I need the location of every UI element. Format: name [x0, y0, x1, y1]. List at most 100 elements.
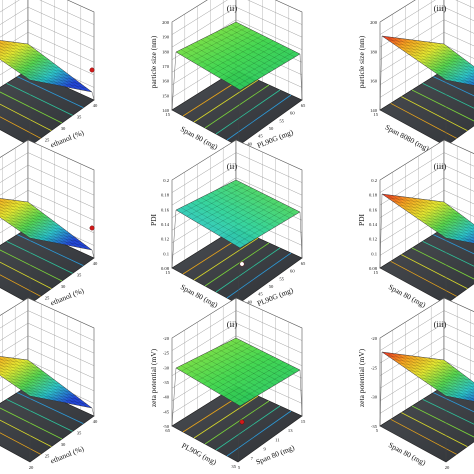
- panel-label: (ii): [227, 161, 238, 171]
- response-surface: [379, 35, 474, 146]
- z-tick-label: 0.2: [371, 178, 377, 183]
- y-tick-label: 15: [373, 270, 378, 275]
- z-tick-label: -40: [163, 395, 170, 400]
- panel-label: (iii): [434, 319, 447, 329]
- response-surface: [171, 21, 303, 147]
- z-tick-label: -50: [163, 424, 170, 429]
- y-tick-label: 35: [231, 464, 236, 469]
- x-tick-label: 40: [93, 103, 98, 108]
- x-tick-label: 30: [61, 284, 66, 289]
- x-tick-label: 25: [45, 454, 50, 459]
- panel-r3c1: 20 25 30 35 40 ethanol (%): [0, 297, 98, 470]
- x-axis-label: PL90G (mg): [256, 285, 295, 308]
- z-tick-label: 0.08: [369, 266, 378, 271]
- panel-r3c2: (ii) -20 -25 -30 -35 -40 -45 -50 zeta potential …: [149, 297, 306, 470]
- z-tick-label: 200: [162, 20, 170, 25]
- x-tick-label: 25: [45, 138, 50, 143]
- panel-label: (ii): [227, 3, 238, 13]
- contour-floor: [0, 385, 95, 463]
- response-surface: [171, 337, 303, 463]
- x-tick-label: 15: [301, 419, 306, 424]
- x-tick-label: 13: [288, 428, 293, 433]
- panel-label: (ii): [227, 319, 238, 329]
- panel-r1c2: (ii) 200 190 180 170 160 150 140 particle size (…: [149, 0, 306, 154]
- x-tick-label: 45: [258, 292, 263, 297]
- contour-floor: [171, 385, 303, 463]
- z-tick-label: 0.18: [161, 193, 170, 198]
- x-tick-label: 40: [93, 261, 98, 266]
- x-tick-label: 55: [279, 276, 284, 281]
- z-tick-label: 0.12: [369, 237, 378, 242]
- z-tick-label: -25: [371, 365, 378, 370]
- response-surface: [0, 198, 95, 304]
- z-tick-label: 200: [370, 20, 378, 25]
- x-axis-label: ethanol (%): [49, 286, 85, 308]
- z-tick-label: 180: [370, 49, 378, 54]
- z-tick-label: 0.14: [369, 222, 378, 227]
- z-tick-label: -20: [371, 336, 378, 341]
- panel-label: (iii): [434, 3, 447, 13]
- y-tick-label: 15: [165, 270, 170, 275]
- z-tick-label: 0.1: [163, 251, 169, 256]
- contour-floor: [0, 69, 95, 147]
- z-axis-label: particle size (nm): [149, 35, 158, 88]
- z-tick-label: -45: [163, 409, 170, 414]
- z-axis-label: zeta potential (mV): [357, 348, 366, 407]
- z-tick-label: -20: [163, 336, 170, 341]
- z-tick-label: 0.1: [371, 251, 377, 256]
- z-tick-label: -30: [163, 365, 170, 370]
- z-tick-label: 180: [162, 49, 170, 54]
- z-tick-label: 0.16: [369, 207, 378, 212]
- z-axis-label: PDI: [149, 213, 158, 226]
- x-tick-label: 35: [77, 273, 82, 278]
- response-surface: [379, 351, 474, 462]
- panel-r2c2: (ii)0.20.180.160.140.120.10.08PDI3540455…: [149, 139, 306, 312]
- x-tick-label: 60: [290, 111, 295, 116]
- x-tick-label: 60: [290, 269, 295, 274]
- x-tick-label: 20: [445, 465, 450, 470]
- y-tick-label: 15: [373, 112, 378, 117]
- x-tick-label: 45: [258, 134, 263, 139]
- x-tick-label: 9: [263, 447, 266, 452]
- response-surface: [0, 356, 95, 462]
- x-tick-label: 30: [61, 442, 66, 447]
- z-tick-label: -35: [371, 424, 378, 429]
- contour-floor: [379, 227, 474, 305]
- panel-r2c3: (iii)0.20.180.160.140.120.10.08PDI155Spa…: [357, 139, 474, 311]
- design-point-marker: [89, 67, 95, 73]
- z-tick-label: -30: [371, 395, 378, 400]
- response-surface: [379, 193, 474, 304]
- z-tick-label: 160: [162, 79, 170, 84]
- z-tick-label: 0.18: [369, 193, 378, 198]
- x-tick-label: 65: [301, 103, 306, 108]
- z-axis-label: particle size (nm): [357, 35, 366, 88]
- z-tick-label: 0.2: [163, 178, 169, 183]
- z-tick-label: 160: [370, 79, 378, 84]
- x-tick-label: 5: [238, 465, 241, 470]
- x-tick-label: 11: [275, 437, 280, 442]
- design-point-marker: [89, 225, 95, 231]
- response-surface: [171, 179, 303, 305]
- x-tick-label: 50: [269, 126, 274, 131]
- x-tick-label: 30: [61, 126, 66, 131]
- z-tick-label: 0.08: [161, 266, 170, 271]
- x-tick-label: 40: [93, 419, 98, 424]
- y-tick-label: 15: [165, 112, 170, 117]
- y-tick-label: 65: [165, 428, 170, 433]
- z-tick-label: 0.16: [161, 207, 170, 212]
- x-tick-label: 35: [77, 115, 82, 120]
- y-tick-label: 5: [376, 428, 379, 433]
- x-tick-label: 65: [301, 261, 306, 266]
- z-axis-label: PDI: [357, 213, 366, 226]
- x-tick-label: 35: [77, 431, 82, 436]
- z-tick-label: 150: [162, 93, 170, 98]
- x-axis-label: PL90G (mg): [256, 127, 295, 150]
- x-axis-label: ethanol (%): [49, 444, 85, 466]
- x-tick-label: 25: [45, 296, 50, 301]
- x-tick-label: 55: [279, 118, 284, 123]
